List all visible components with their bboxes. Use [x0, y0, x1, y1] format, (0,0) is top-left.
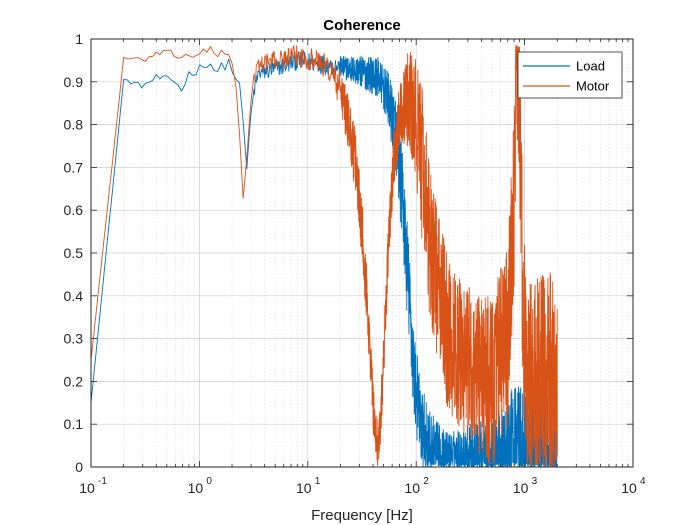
x-tick-label: 10 3 [513, 476, 538, 496]
svg-text:10: 10 [404, 480, 420, 496]
series-line-motor [91, 45, 558, 467]
svg-text:0: 0 [206, 476, 212, 487]
svg-text:4: 4 [640, 476, 646, 487]
tick-marks [90, 38, 634, 468]
y-tick-label: 0.8 [64, 117, 84, 133]
legend-label-load: Load [576, 59, 605, 74]
svg-text:2: 2 [423, 476, 429, 487]
svg-text:10: 10 [513, 480, 529, 496]
series-line-load [91, 50, 558, 467]
legend-label-motor: Motor [576, 79, 610, 94]
x-tick-label: 10 4 [621, 476, 646, 496]
svg-text:10: 10 [621, 480, 637, 496]
y-tick-label: 0.6 [64, 202, 84, 218]
svg-text:10: 10 [79, 480, 95, 496]
svg-text:10: 10 [188, 480, 204, 496]
grid [91, 39, 633, 467]
y-tick-label: 0.4 [64, 288, 84, 304]
tick-labels: 10 -1 10 0 10 1 10 2 10 3 10 400.10.20.30.40.50.60.… [64, 31, 646, 496]
svg-text:10: 10 [296, 480, 312, 496]
x-axis-label: Frequency [Hz] [311, 507, 413, 524]
series-layer [91, 45, 558, 467]
y-tick-label: 0.9 [64, 74, 84, 90]
y-tick-label: 0.5 [64, 245, 84, 261]
x-tick-label: 10 -1 [79, 476, 107, 496]
y-tick-label: 1 [75, 31, 83, 47]
legend[interactable]: Load Motor [517, 51, 623, 99]
chart-title: Coherence [323, 17, 401, 34]
y-tick-label: 0 [75, 459, 83, 475]
x-tick-label: 10 2 [404, 476, 429, 496]
legend-box [517, 51, 623, 99]
y-tick-label: 0.7 [64, 159, 84, 175]
x-tick-label: 10 0 [188, 476, 213, 496]
svg-text:-1: -1 [98, 476, 107, 487]
x-tick-label: 10 1 [296, 476, 321, 496]
svg-text:1: 1 [315, 476, 321, 487]
y-tick-label: 0.1 [64, 416, 84, 432]
y-tick-label: 0.2 [64, 373, 84, 389]
svg-text:3: 3 [532, 476, 538, 487]
y-tick-label: 0.3 [64, 331, 84, 347]
